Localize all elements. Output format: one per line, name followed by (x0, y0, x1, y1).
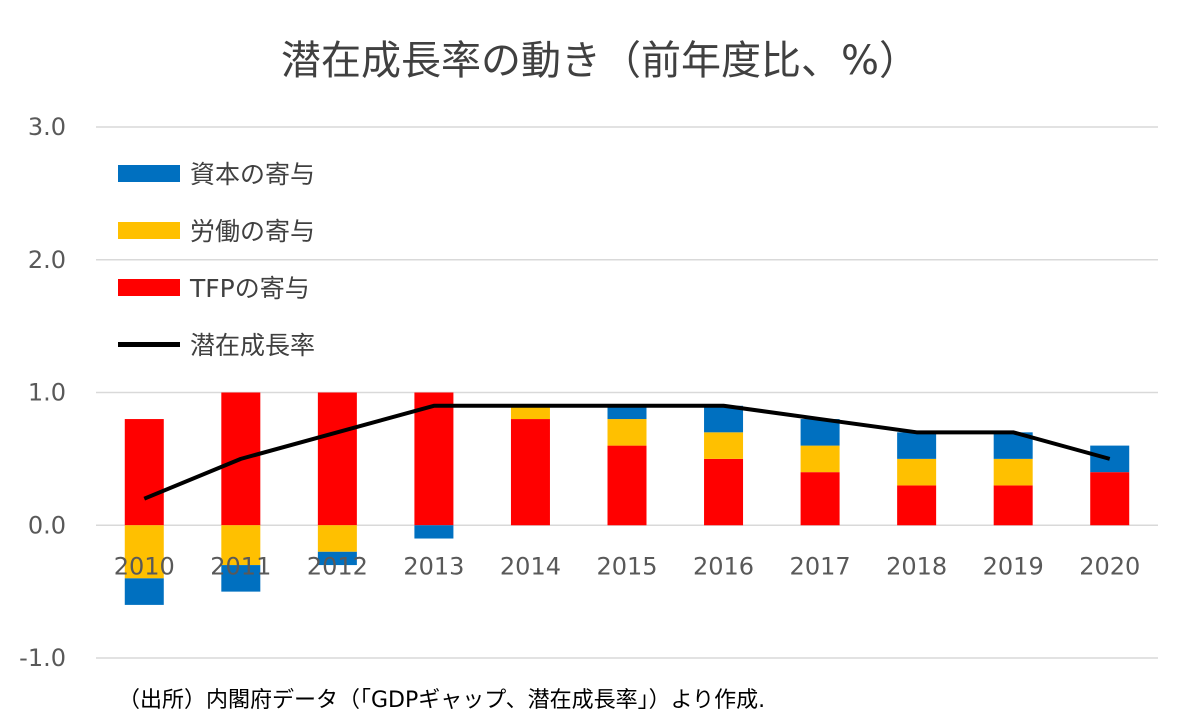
bar-capital-2017 (800, 419, 840, 446)
bar-capital-2013 (414, 525, 454, 539)
bar-capital-2016 (704, 405, 744, 433)
source-note: （出所）内閣府データ（「GDPギャップ、潜在成長率」）より作成. (118, 688, 766, 713)
bar-labor-2014 (510, 405, 550, 420)
x-tick-label: 2013 (403, 552, 464, 580)
legend-label-tfp: TFPの寄与 (190, 274, 310, 303)
bar-capital-2010 (124, 578, 164, 605)
y-tick-label: -1.0 (19, 644, 66, 672)
bar-labor-2018 (897, 458, 937, 486)
bar-tfp-2017 (800, 472, 840, 526)
y-tick-label: 1.0 (28, 379, 66, 407)
y-axis-ticks: 3.0 2.0 1.0 0.0 -1.0 (19, 113, 66, 672)
bar-tfp-2010 (124, 419, 164, 526)
x-tick-label: 2017 (790, 552, 851, 580)
x-tick-label: 2010 (114, 552, 175, 580)
bar-tfp-2014 (510, 419, 550, 526)
bar-tfp-2012 (317, 392, 357, 526)
bar-capital-2018 (897, 432, 937, 459)
bar-capital-2011 (221, 565, 261, 592)
bars (124, 392, 1130, 605)
legend-label-labor: 労働の寄与 (190, 217, 316, 246)
legend-line-potential-growth (118, 341, 180, 347)
legend-swatch-capital (118, 164, 180, 182)
x-tick-label: 2020 (1079, 552, 1140, 580)
bar-labor-2010 (124, 525, 164, 579)
bar-labor-2011 (221, 525, 261, 566)
legend-label-potential-growth: 潜在成長率 (190, 331, 316, 360)
x-tick-label: 2016 (693, 552, 754, 580)
legend-swatch-labor (118, 221, 180, 239)
bar-labor-2017 (800, 445, 840, 473)
chart-title: 潜在成長率の動き（前年度比、%） (280, 38, 919, 84)
legend-item-potential-growth: 潜在成長率 (118, 329, 316, 360)
x-tick-label: 2018 (886, 552, 947, 580)
x-axis-ticks: 2010 2011 2012 2013 2014 2015 2016 2017 2018 2019… (114, 552, 1141, 580)
bar-tfp-2013 (414, 392, 454, 526)
bar-tfp-2020 (1090, 472, 1130, 526)
bar-tfp-2018 (897, 485, 937, 526)
y-tick-label: 3.0 (28, 113, 66, 141)
bar-capital-2012 (317, 551, 357, 566)
bar-labor-2012 (317, 525, 357, 552)
x-tick-label: 2011 (210, 552, 271, 580)
bar-labor-2019 (993, 458, 1033, 486)
bar-tfp-2019 (993, 485, 1033, 526)
potential-growth-line-layer (143, 403, 1111, 501)
bar-tfp-2015 (607, 445, 647, 526)
bar-capital-2015 (607, 405, 647, 420)
x-tick-label: 2012 (307, 552, 368, 580)
legend-item-capital: 資本の寄与 (118, 158, 316, 189)
bar-tfp-2016 (704, 458, 744, 526)
x-tick-label: 2014 (500, 552, 561, 580)
legend-label-capital: 資本の寄与 (190, 160, 316, 189)
x-tick-label: 2019 (983, 552, 1044, 580)
x-tick-label: 2015 (596, 552, 657, 580)
legend-swatch-tfp (118, 278, 180, 296)
y-tick-label: 0.0 (28, 511, 66, 539)
legend-item-tfp: TFPの寄与 (118, 272, 310, 303)
bar-labor-2015 (607, 419, 647, 446)
y-tick-label: 2.0 (28, 246, 66, 274)
bar-labor-2016 (704, 432, 744, 459)
legend-item-labor: 労働の寄与 (118, 215, 316, 246)
